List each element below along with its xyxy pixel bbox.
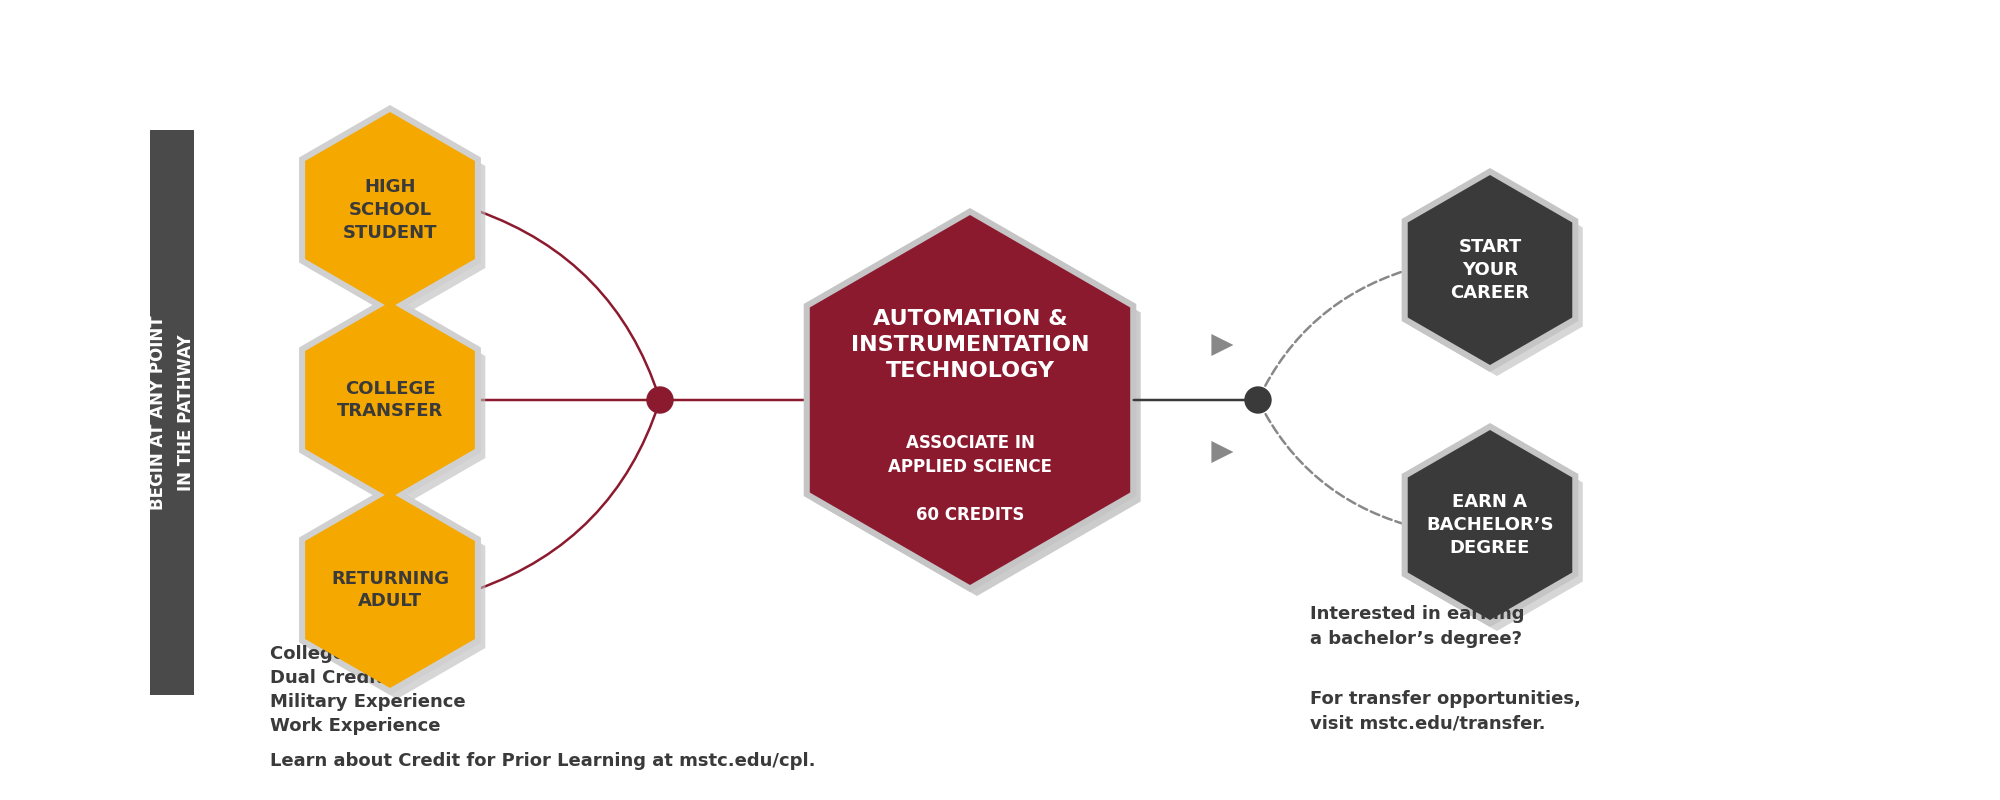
Text: College Credit: College Credit [270, 645, 414, 663]
Text: COLLEGE
TRANSFER: COLLEGE TRANSFER [336, 379, 444, 421]
Polygon shape [810, 215, 1130, 585]
Text: RETURNING
ADULT: RETURNING ADULT [330, 570, 450, 610]
Polygon shape [1212, 334, 1234, 356]
Polygon shape [1408, 175, 1572, 365]
Polygon shape [1402, 168, 1578, 372]
Polygon shape [1402, 423, 1578, 627]
Text: Interested in earning
a bachelor’s degree?: Interested in earning a bachelor’s degre… [1310, 605, 1524, 648]
Circle shape [1244, 387, 1272, 413]
FancyBboxPatch shape [150, 130, 194, 695]
Polygon shape [804, 208, 1136, 592]
Text: HIGH
SCHOOL
STUDENT: HIGH SCHOOL STUDENT [342, 178, 438, 242]
Text: ASSOCIATE IN
APPLIED SCIENCE: ASSOCIATE IN APPLIED SCIENCE [888, 434, 1052, 477]
Polygon shape [306, 302, 474, 498]
Text: Military Experience: Military Experience [270, 693, 466, 711]
Polygon shape [300, 105, 480, 315]
Polygon shape [308, 305, 486, 509]
Text: 60 CREDITS: 60 CREDITS [916, 506, 1024, 524]
Polygon shape [308, 495, 486, 699]
Polygon shape [814, 218, 1140, 596]
Text: Learn about Credit for Prior Learning at mstc.edu/cpl.: Learn about Credit for Prior Learning at… [270, 752, 816, 770]
Text: Work Experience: Work Experience [270, 717, 440, 735]
Polygon shape [300, 295, 480, 505]
Polygon shape [306, 112, 474, 308]
Text: Dual Credit: Dual Credit [270, 669, 384, 687]
Polygon shape [306, 492, 474, 688]
Circle shape [648, 387, 672, 413]
Text: AUTOMATION &
INSTRUMENTATION
TECHNOLOGY: AUTOMATION & INSTRUMENTATION TECHNOLOGY [850, 309, 1090, 382]
Polygon shape [300, 485, 480, 695]
Polygon shape [1412, 178, 1582, 376]
Text: For transfer opportunities,
visit mstc.edu/transfer.: For transfer opportunities, visit mstc.e… [1310, 690, 1580, 733]
Polygon shape [1408, 430, 1572, 620]
Polygon shape [308, 115, 486, 319]
Text: EARN A
BACHELOR’S
DEGREE: EARN A BACHELOR’S DEGREE [1426, 493, 1554, 557]
Polygon shape [1412, 433, 1582, 631]
Text: BEGIN AT ANY POINT
IN THE PATHWAY: BEGIN AT ANY POINT IN THE PATHWAY [150, 315, 194, 510]
Text: START
YOUR
CAREER: START YOUR CAREER [1450, 238, 1530, 302]
Polygon shape [1212, 441, 1234, 463]
